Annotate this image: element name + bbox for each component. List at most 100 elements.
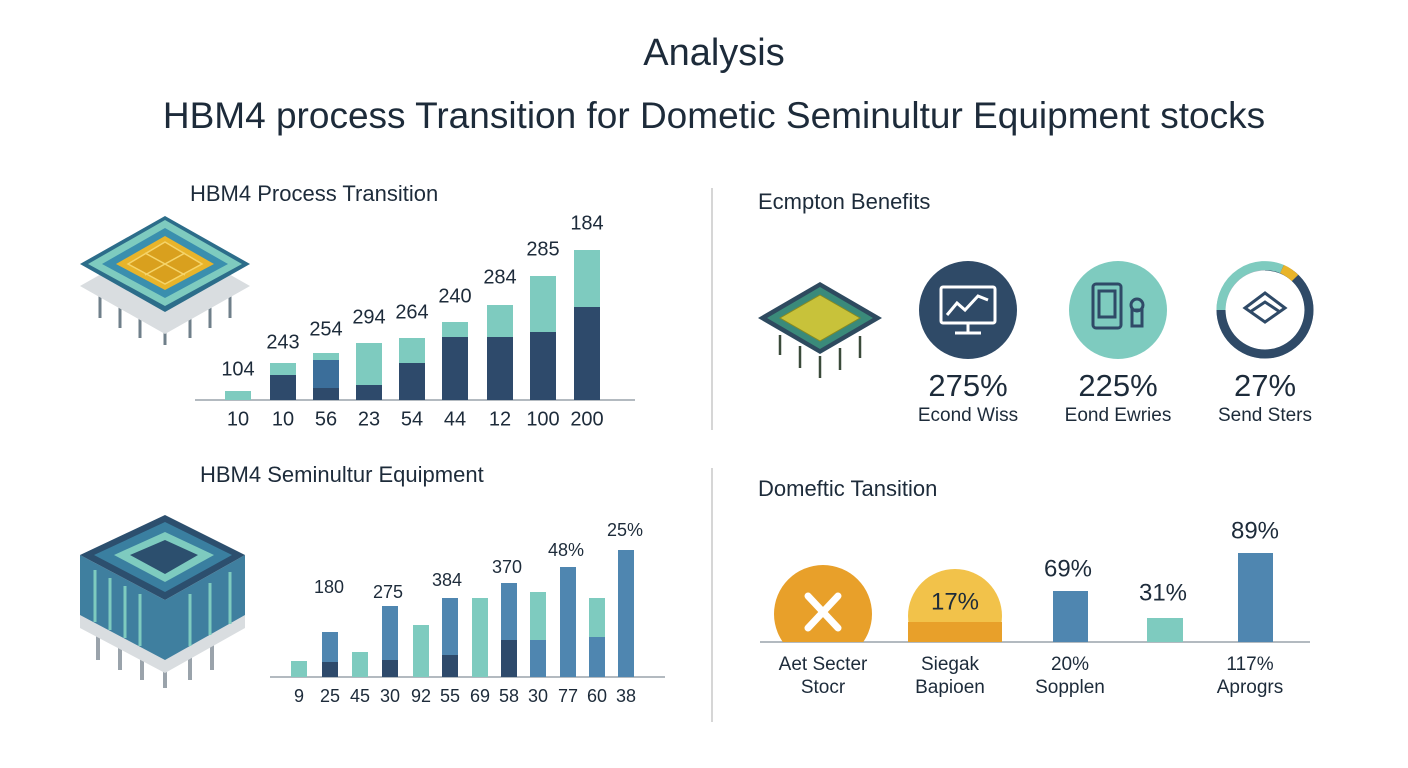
item-value: 31% <box>1139 579 1187 606</box>
bar <box>1147 618 1183 642</box>
category-label: 56 <box>315 408 337 430</box>
item-value: 89% <box>1231 517 1279 544</box>
bar-segment <box>574 307 600 400</box>
item-label: Send Sters <box>1218 405 1312 426</box>
bar-segment <box>291 661 307 677</box>
category-label: 10 <box>272 408 294 430</box>
category-label: 54 <box>401 408 423 430</box>
bar-label: 294 <box>352 306 385 328</box>
bar-segment <box>382 606 398 660</box>
bar-segment <box>442 337 468 400</box>
item-label: Stocr <box>801 677 846 698</box>
bar-segment <box>322 632 338 662</box>
bar-segment <box>356 385 382 400</box>
bar-segment <box>501 583 517 640</box>
bar-segment <box>487 305 513 337</box>
bar-segment <box>442 655 458 677</box>
bar-label: 240 <box>438 285 471 307</box>
bar-label: 104 <box>221 358 254 380</box>
item-label: Siegak <box>921 654 980 675</box>
chip-icon <box>80 216 250 345</box>
bar-segment <box>487 337 513 400</box>
item-label: 117% <box>1226 654 1273 675</box>
bar-label: 25% <box>607 520 643 540</box>
bar-segment <box>530 332 556 400</box>
bar-segment <box>442 322 468 337</box>
bar <box>1238 553 1273 642</box>
icon-circle <box>774 565 872 642</box>
category-label: 12 <box>489 408 511 430</box>
bar-segment <box>352 652 368 677</box>
item-label: Sopplen <box>1035 677 1105 698</box>
category-label: 23 <box>358 408 380 430</box>
page-title: Analysis <box>643 32 785 74</box>
bar <box>1053 591 1088 642</box>
bar-segment <box>270 375 296 400</box>
bar-label: 184 <box>570 212 603 234</box>
category-label: 44 <box>444 408 466 430</box>
category-label: 100 <box>526 408 559 430</box>
bar-segment <box>313 388 339 400</box>
item-label: 20% <box>1051 654 1089 675</box>
page-subtitle: HBM4 process Transition for Dometic Semi… <box>163 95 1265 136</box>
category-label: 77 <box>558 686 578 706</box>
bar-label: 48% <box>548 540 584 560</box>
category-label: 30 <box>528 686 548 706</box>
category-label: 38 <box>616 686 636 706</box>
bar-segment <box>313 353 339 360</box>
category-label: 58 <box>499 686 519 706</box>
bar-label: 243 <box>266 331 299 353</box>
category-label: 69 <box>470 686 490 706</box>
bar-label: 254 <box>309 318 342 340</box>
bar-label: 275 <box>373 582 403 602</box>
circle-band <box>908 622 1002 642</box>
monitor-icon <box>939 285 997 335</box>
panel-title: Ecmpton Benefits <box>758 189 930 214</box>
bar-label: 180 <box>314 577 344 597</box>
category-label: 55 <box>440 686 460 706</box>
item-value: 69% <box>1044 555 1092 582</box>
tools-icon <box>804 592 842 632</box>
panel-title: HBM4 Seminultur Equipment <box>200 462 484 487</box>
bar-segment <box>589 637 605 677</box>
bar-segment <box>530 592 546 640</box>
icon-circle <box>1069 261 1167 359</box>
panel-title: Domeftic Tansition <box>758 476 937 501</box>
icon-circle <box>919 261 1017 359</box>
bar-label: 384 <box>432 570 462 590</box>
ring-icon <box>1216 261 1314 359</box>
bar-segment <box>560 567 576 677</box>
bar-segment <box>313 360 339 388</box>
category-label: 30 <box>380 686 400 706</box>
bar-segment <box>225 391 251 400</box>
category-label: 200 <box>570 408 603 430</box>
category-label: 92 <box>411 686 431 706</box>
bar-segment <box>399 363 425 400</box>
category-label: 60 <box>587 686 607 706</box>
item-label: Bapioen <box>915 677 985 698</box>
chip-icon <box>758 282 882 378</box>
chip-icon <box>80 515 245 688</box>
bar-label: 285 <box>526 238 559 260</box>
bar-segment <box>589 598 605 637</box>
bar-label: 284 <box>483 266 516 288</box>
bar-label: 370 <box>492 557 522 577</box>
bar-segment <box>442 598 458 655</box>
category-label: 10 <box>227 408 249 430</box>
item-value: 17% <box>931 588 979 615</box>
item-value: 225% <box>1078 368 1157 403</box>
bar-label: 264 <box>395 301 428 323</box>
bar-segment <box>530 276 556 332</box>
bar-segment <box>413 625 429 677</box>
bar-segment <box>574 250 600 307</box>
item-label: Econd Wiss <box>918 405 1018 426</box>
category-label: 45 <box>350 686 370 706</box>
bar-segment <box>356 343 382 385</box>
bar-segment <box>382 660 398 677</box>
item-value: 27% <box>1234 368 1296 403</box>
item-value: 275% <box>928 368 1007 403</box>
bar-segment <box>530 640 546 677</box>
category-label: 9 <box>294 686 304 706</box>
